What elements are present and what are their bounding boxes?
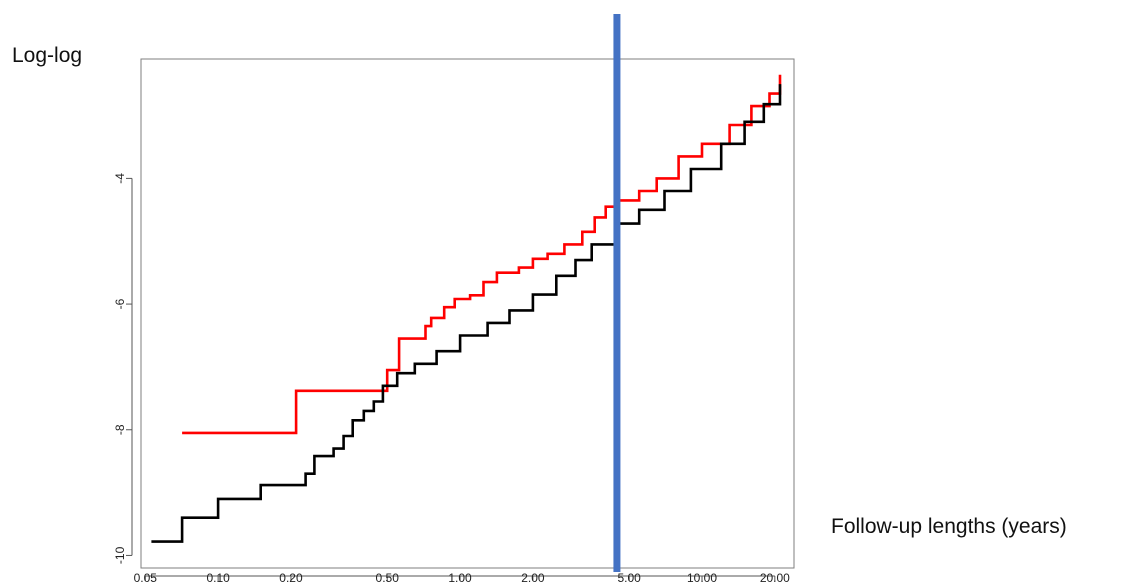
x-tick-label: 0.05	[134, 571, 158, 583]
x-tick-label: 0.20	[279, 571, 303, 583]
y-tick-label: -8	[113, 424, 127, 435]
x-tick-label: 2.00	[521, 571, 545, 583]
x-tick-label: 20.00	[760, 571, 790, 583]
series-line-red	[182, 74, 782, 435]
plot-frame	[140, 58, 795, 569]
x-tick-label: 0.10	[206, 571, 230, 583]
y-tick-label: -4	[113, 173, 127, 184]
x-axis: 0.05 0.10 0.20 0.50 1.00 2.00 5.00 10.00 20.00	[134, 571, 791, 583]
y-axis: -10 -8 -6 -4	[113, 173, 133, 564]
series-group	[151, 74, 782, 543]
x-axis-label: Follow-up lengths (years)	[831, 515, 1067, 538]
y-axis-label: Log-log	[12, 44, 83, 67]
series-line-black	[151, 84, 782, 543]
x-tick-label: 1.00	[448, 571, 472, 583]
x-tick-label: 0.50	[376, 571, 400, 583]
x-tick-label: 5.00	[617, 571, 641, 583]
y-tick-label: -10	[113, 546, 127, 564]
x-tick-label: 10.00	[687, 571, 717, 583]
y-tick-label: -6	[113, 298, 127, 309]
